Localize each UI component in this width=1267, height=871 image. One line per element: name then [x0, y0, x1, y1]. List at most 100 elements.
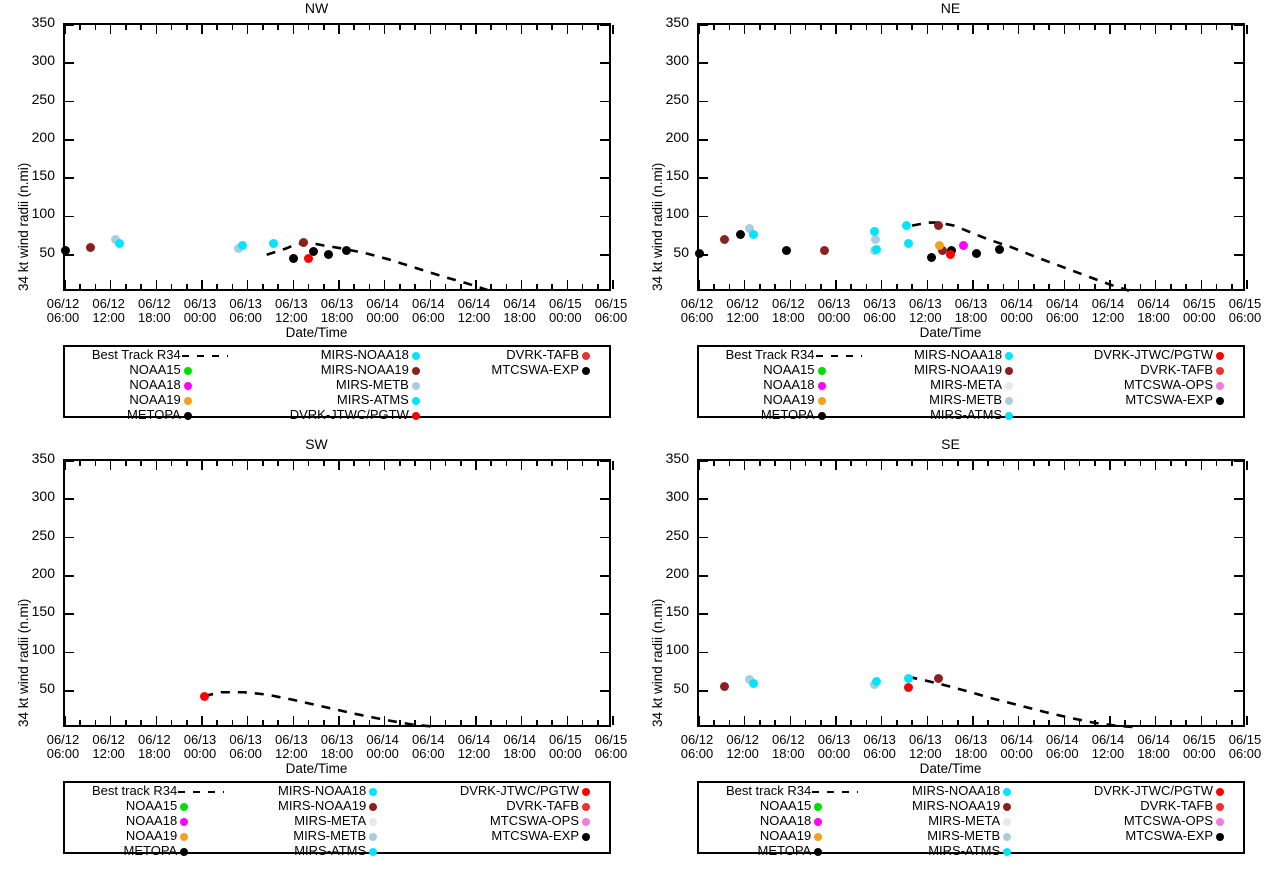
x-tick-label: 06/13 12:00: [892, 733, 958, 761]
y-tick-label: 350: [31, 450, 55, 466]
x-tick: [789, 25, 792, 34]
legend-dot-swatch: [815, 362, 862, 377]
legend-dot-swatch: [1213, 347, 1243, 362]
legend-label: MIRS-METB: [335, 377, 409, 392]
x-tick: [551, 25, 553, 30]
x-tick: [1093, 25, 1096, 30]
y-tick: [65, 215, 74, 218]
x-tick-time: 12:00: [92, 310, 125, 325]
x-tick: [759, 720, 761, 725]
legend-dot-swatch: [181, 407, 228, 422]
x-tick: [307, 720, 310, 725]
y-tick: [600, 24, 609, 26]
legend-label: [465, 377, 579, 392]
legend-spacer: [228, 392, 254, 407]
legend-row: METOPA MIRS-ATMS: [699, 843, 1243, 858]
x-tick-label: 06/12 18:00: [755, 733, 821, 761]
x-tick-date: 06/13: [954, 296, 988, 311]
legend-label: MIRS-NOAA19: [278, 798, 367, 813]
x-tick-label: 06/12 06:00: [30, 733, 96, 761]
x-tick: [1109, 716, 1111, 725]
legend-dot-swatch: [1000, 843, 1030, 858]
x-tick-date: 06/13: [817, 296, 851, 311]
legend-spacer: [228, 407, 254, 422]
legend-label: MIRS-NOAA18: [913, 347, 1003, 362]
x-tick: [307, 461, 310, 466]
x-tick: [551, 461, 553, 466]
x-tick: [774, 461, 776, 466]
legend-dot-swatch: [815, 407, 862, 422]
x-tick: [505, 284, 508, 289]
x-tick: [170, 25, 173, 30]
x-tick-label: 06/13 00:00: [801, 297, 867, 325]
legend-row: NOAA15 MIRS-NOAA19 DVRK-TAFB: [699, 798, 1243, 813]
x-tick: [201, 461, 203, 470]
x-tick-label: 06/15 06:00: [578, 297, 644, 325]
x-tick-time: 06:00: [46, 746, 80, 761]
legend-spacer: [396, 843, 422, 858]
y-tick: [600, 498, 609, 501]
y-tick-label: 250: [665, 90, 689, 107]
x-tick: [262, 25, 264, 30]
x-tick-time: 12:00: [457, 310, 491, 325]
x-tick: [1200, 25, 1203, 34]
x-tick: [322, 284, 325, 289]
legend-row: Best track R34 MIRS-NOAA18 DVRK-JTWC/PGTW: [699, 783, 1243, 798]
data-point: [719, 682, 729, 692]
x-tick-time: 12:00: [726, 746, 759, 761]
x-tick: [612, 461, 614, 470]
legend-label: MIRS-NOAA19: [913, 362, 1003, 377]
x-tick: [926, 716, 929, 725]
x-tick-date: 06/14: [1091, 732, 1125, 747]
x-tick-time: 18:00: [138, 310, 171, 325]
legend-spacer: [224, 798, 250, 813]
x-tick: [612, 280, 614, 289]
x-tick: [1109, 25, 1111, 34]
legend-label: METOPA: [123, 843, 178, 858]
legend-label: MIRS-METB: [927, 828, 1001, 843]
legend-row: METOPA DVRK-JTWC/PGTW: [65, 407, 609, 422]
y-tick: [1234, 651, 1243, 654]
legend-dot-swatch: [1213, 392, 1243, 407]
x-tick-date: 06/13: [275, 732, 308, 747]
legend-dot-swatch: [579, 813, 609, 828]
x-tick-time: 00:00: [1000, 310, 1033, 325]
x-tick: [262, 284, 264, 289]
x-tick: [231, 25, 234, 30]
x-tick: [972, 461, 974, 470]
legend-label: MTCSWA-OPS: [1123, 813, 1213, 828]
x-tick: [865, 284, 868, 289]
legend-dot-swatch: [579, 798, 609, 813]
y-tick: [699, 536, 708, 539]
legend-dot-swatch: [409, 362, 439, 377]
legend-empty-swatch: [579, 407, 609, 422]
x-tick: [444, 720, 447, 725]
x-tick-label: 06/13 00:00: [167, 297, 233, 325]
legend-spacer: [224, 828, 250, 843]
legend-label: MTCSWA-EXP: [491, 362, 579, 377]
legend-dash-swatch: [181, 347, 228, 362]
legend-dot-swatch: [181, 392, 228, 407]
legend-label: DVRK-JTWC/PGTW: [1093, 347, 1213, 362]
legend-spacer: [862, 362, 888, 377]
legend-spacer: [439, 392, 465, 407]
x-tick: [459, 284, 462, 289]
legend-dot-swatch: [366, 828, 396, 843]
x-tick: [338, 25, 340, 34]
x-tick: [140, 461, 142, 466]
x-tick-label: 06/12 12:00: [76, 733, 142, 761]
x-tick-label: 06/12 06:00: [30, 297, 96, 325]
y-tick: [65, 613, 74, 615]
legend-dot-swatch: [579, 828, 609, 843]
x-tick: [551, 284, 553, 289]
x-tick-label: 06/15 00:00: [1166, 733, 1232, 761]
legend-spacer: [862, 347, 888, 362]
x-tick: [444, 284, 447, 289]
legend-row: NOAA18 MIRS-METB: [65, 377, 609, 392]
legend-label: NOAA19: [759, 828, 812, 843]
x-tick: [1017, 25, 1020, 34]
y-tick: [1234, 62, 1243, 65]
x-tick-label: 06/14 12:00: [441, 297, 507, 325]
x-tick: [789, 280, 792, 289]
x-tick: [581, 720, 584, 725]
